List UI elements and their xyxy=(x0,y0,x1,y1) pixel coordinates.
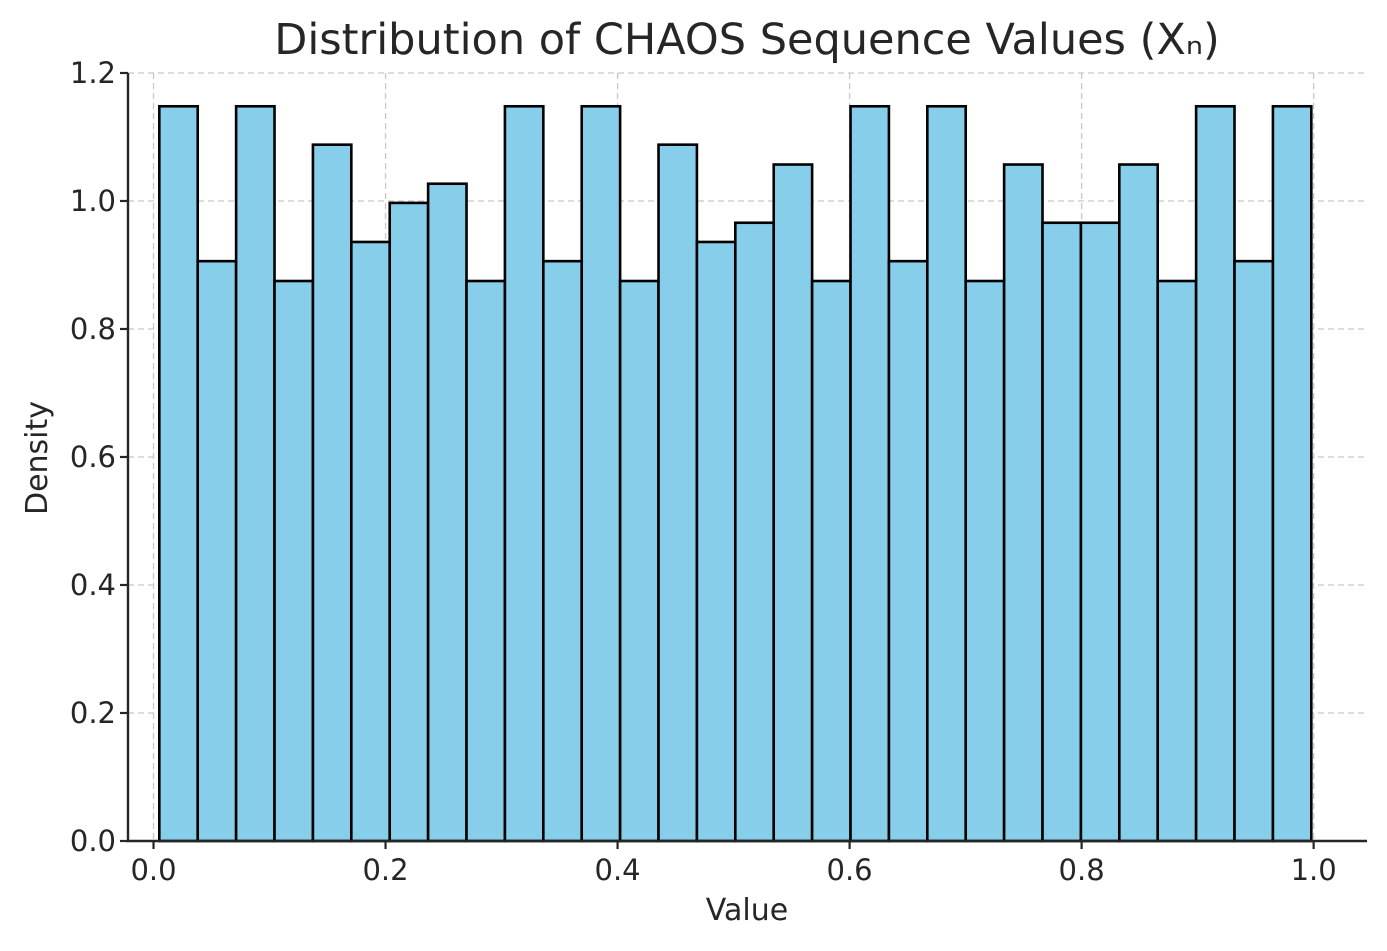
y-tick-label: 0.0 xyxy=(70,824,116,858)
histogram-bar xyxy=(1079,221,1121,843)
histogram-bar xyxy=(542,259,584,843)
histogram-bar xyxy=(234,104,276,843)
histogram-bar xyxy=(426,182,468,843)
histogram-bar xyxy=(657,143,699,843)
histogram-bar xyxy=(311,143,353,843)
histogram-bar xyxy=(772,163,814,843)
histogram-bar xyxy=(580,104,622,843)
chart-title: Distribution of CHAOS Sequence Values (X… xyxy=(274,15,1220,65)
histogram-bar xyxy=(734,221,776,843)
histogram-bar xyxy=(1002,163,1044,843)
y-tick-label: 1.2 xyxy=(70,56,116,90)
histogram-bar xyxy=(1118,163,1160,843)
x-tick-label: 0.2 xyxy=(362,853,408,887)
ticks-layer: 0.0 0.2 0.4 0.6 0.8 1.0 0.0 0.2 0.4 0.6 0.8 1.0 1.2 xyxy=(70,56,1337,887)
histogram-bar xyxy=(887,259,929,843)
histogram-bar xyxy=(810,279,852,843)
x-tick-label: 0.6 xyxy=(827,853,873,887)
histogram-bar xyxy=(388,201,430,843)
histogram-bar xyxy=(1271,104,1313,843)
x-tick-label: 0.4 xyxy=(595,853,641,887)
x-tick-label: 1.0 xyxy=(1291,853,1337,887)
x-tick-label: 0.0 xyxy=(130,853,176,887)
histogram-bar xyxy=(1233,259,1275,843)
histogram-bar xyxy=(1194,104,1236,843)
histogram-bar xyxy=(926,104,968,843)
y-tick-label: 0.6 xyxy=(70,440,116,474)
histogram-bar xyxy=(465,279,507,843)
histogram-bar xyxy=(964,279,1006,843)
y-tick-label: 0.2 xyxy=(70,696,116,730)
y-tick-label: 0.8 xyxy=(70,312,116,346)
histogram-bar xyxy=(273,279,315,843)
x-tick-label: 0.8 xyxy=(1059,853,1105,887)
x-axis-label: Value xyxy=(706,893,788,928)
histogram-bar xyxy=(196,259,238,843)
histogram-bar xyxy=(695,240,737,843)
histogram-bar xyxy=(503,104,545,843)
y-tick-label: 1.0 xyxy=(70,184,116,218)
histogram-bar xyxy=(849,104,891,843)
histogram-bar xyxy=(618,279,660,843)
histogram-bar xyxy=(350,240,392,843)
y-tick-label: 0.4 xyxy=(70,568,116,602)
histogram-bar xyxy=(1041,221,1083,843)
y-axis-label: Density xyxy=(20,401,55,515)
histogram-bar xyxy=(158,104,200,843)
histogram-bar xyxy=(1156,279,1198,843)
bars-layer xyxy=(158,104,1313,843)
